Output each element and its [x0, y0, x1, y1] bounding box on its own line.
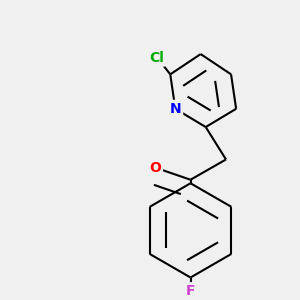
- Text: O: O: [149, 160, 161, 175]
- Text: F: F: [186, 284, 195, 298]
- Text: N: N: [169, 102, 181, 116]
- Text: Cl: Cl: [149, 51, 164, 64]
